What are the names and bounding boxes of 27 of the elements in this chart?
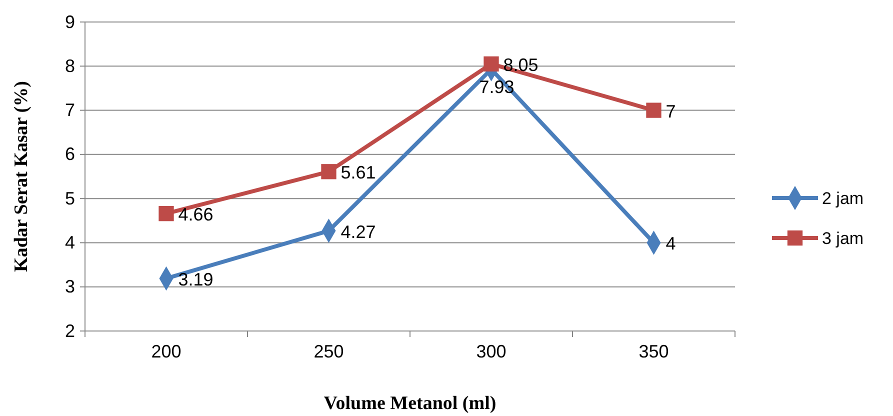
data-label: 4.27: [340, 222, 376, 242]
y-tick-label: 5: [64, 188, 75, 208]
y-tick-label: 3: [64, 276, 75, 297]
point: [158, 206, 174, 222]
legend-label: 3 jam: [822, 229, 864, 248]
legend-label: 2 jam: [822, 189, 864, 208]
y-tick-label: 9: [64, 12, 75, 32]
x-tick-label: 250: [314, 341, 344, 362]
data-label: 4: [666, 234, 676, 254]
data-label: 5.61: [340, 162, 376, 183]
y-tick-label: 8: [64, 56, 75, 76]
point: [484, 56, 499, 72]
point: [321, 164, 336, 180]
y-tick-label: 6: [64, 144, 75, 164]
x-tick-label: 200: [151, 341, 182, 362]
point: [646, 102, 662, 118]
x-tick-label: 300: [476, 341, 506, 362]
data-label: 4.66: [178, 204, 214, 225]
data-label: 7: [666, 101, 676, 122]
y-tick-label: 4: [64, 232, 75, 252]
y-tick-label: 7: [64, 100, 75, 120]
data-label: 8.05: [503, 54, 538, 75]
y-tick-label: 2: [64, 320, 75, 341]
data-label: 3.19: [178, 269, 214, 290]
x-axis-title: Volume Metanol (ml): [324, 393, 496, 414]
y-axis-title: Kadar Serat Kasar (%): [11, 81, 32, 272]
x-tick-label: 350: [638, 341, 669, 362]
